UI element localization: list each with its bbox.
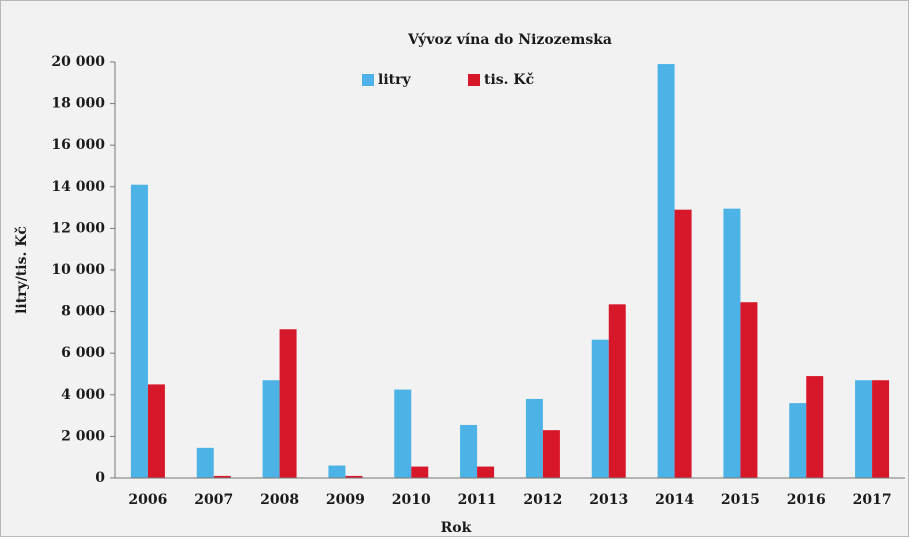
y-tick-label: 6 000: [61, 345, 105, 361]
bar: [213, 475, 231, 478]
y-tick-label: 0: [95, 470, 105, 486]
bar: [130, 184, 148, 478]
x-tick-label: 2013: [589, 492, 628, 508]
x-tick-label: 2015: [721, 492, 760, 508]
y-tick-label: 14 000: [51, 179, 105, 195]
bar: [723, 208, 741, 478]
x-tick-label: 2016: [787, 492, 826, 508]
y-tick-label: 16 000: [51, 137, 105, 153]
bar: [262, 380, 280, 478]
y-tick-label: 18 000: [51, 96, 105, 112]
x-tick-label: 2009: [326, 492, 365, 508]
bar: [525, 398, 543, 478]
x-tick-label: 2012: [523, 492, 562, 508]
legend-label: litry: [378, 72, 411, 88]
x-tick-label: 2008: [260, 492, 299, 508]
bar: [591, 339, 609, 478]
y-tick-label: 20 000: [51, 54, 105, 70]
legend-swatch: [468, 74, 480, 86]
bar: [855, 380, 873, 478]
bar: [279, 329, 297, 478]
x-tick-label: 2017: [853, 492, 892, 508]
bar: [345, 475, 363, 478]
chart-title: Vývoz vína do Nizozemska: [407, 31, 612, 48]
y-tick-label: 2 000: [61, 428, 105, 444]
bar: [608, 304, 626, 478]
bar: [328, 465, 346, 478]
bar: [460, 424, 478, 478]
bar: [657, 64, 675, 478]
legend-swatch: [362, 74, 374, 86]
y-tick-label: 12 000: [51, 220, 105, 236]
y-axis-label: litry/tis. Kč: [14, 226, 30, 314]
bar: [542, 430, 560, 478]
legend-label: tis. Kč: [484, 72, 534, 88]
y-tick-label: 8 000: [61, 304, 105, 320]
bar: [477, 466, 495, 478]
x-axis-label: Rok: [441, 520, 472, 536]
x-tick-label: 2014: [655, 492, 694, 508]
bar: [740, 302, 758, 478]
y-tick-label: 10 000: [51, 262, 105, 278]
bar: [806, 376, 824, 478]
bar: [789, 403, 807, 478]
y-tick-label: 4 000: [61, 387, 105, 403]
x-tick-label: 2010: [392, 492, 431, 508]
x-tick-label: 2007: [194, 492, 233, 508]
bar: [394, 389, 412, 478]
bar: [872, 380, 890, 478]
bar: [411, 466, 429, 478]
x-tick-label: 2011: [458, 492, 497, 508]
x-tick-label: 2006: [128, 492, 167, 508]
bar: [674, 209, 692, 478]
bar: [147, 384, 165, 478]
bar: [196, 447, 214, 478]
